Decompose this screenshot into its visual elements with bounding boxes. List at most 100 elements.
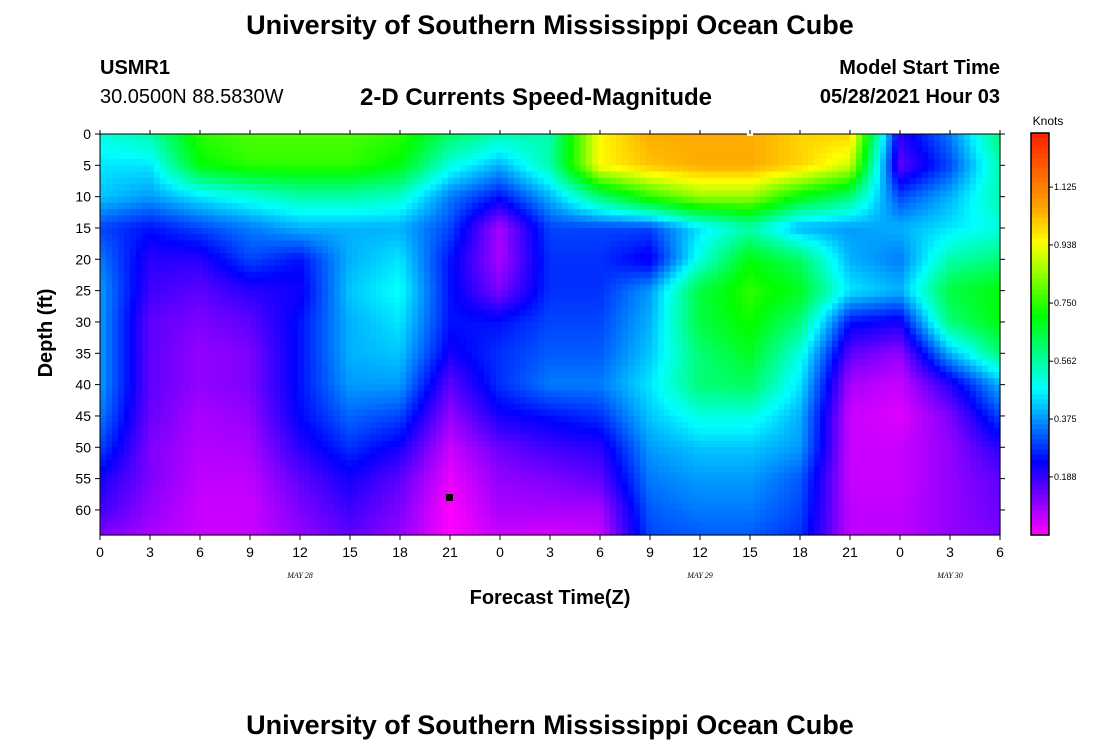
- heat-cell: [502, 165, 509, 173]
- heat-cell: [256, 290, 263, 298]
- heat-cell: [238, 209, 245, 217]
- heat-cell: [982, 278, 989, 285]
- heat-cell: [196, 140, 203, 148]
- heat-cell: [124, 278, 131, 285]
- heat-cell: [238, 303, 245, 311]
- heat-cell: [814, 215, 821, 223]
- heat-cell: [898, 196, 905, 204]
- heat-cell: [502, 278, 509, 285]
- heat-cell: [508, 134, 515, 141]
- heat-cell: [910, 196, 917, 204]
- heat-cell: [154, 152, 161, 160]
- heat-cell: [340, 221, 347, 229]
- heat-cell: [826, 328, 833, 336]
- heat-cell: [256, 165, 263, 173]
- heat-cell: [688, 259, 695, 267]
- heat-cell: [232, 253, 239, 260]
- heat-cell: [166, 321, 173, 329]
- heat-cell: [220, 140, 227, 148]
- heat-cell: [934, 328, 941, 336]
- heat-cell: [988, 234, 995, 242]
- heat-cell: [388, 209, 395, 217]
- heat-cell: [454, 296, 461, 304]
- heat-cell: [382, 196, 389, 204]
- heat-cell: [100, 296, 107, 304]
- heat-cell: [598, 290, 605, 298]
- heat-cell: [298, 334, 305, 342]
- heat-cell: [598, 190, 605, 198]
- heat-cell: [652, 265, 659, 273]
- heat-cell: [136, 196, 143, 204]
- heat-cell: [748, 315, 755, 323]
- heat-cell: [526, 253, 533, 260]
- heat-cell: [676, 290, 683, 298]
- heat-cell: [376, 271, 383, 279]
- heat-cell: [346, 309, 353, 317]
- heat-cell: [928, 240, 935, 248]
- heat-cell: [484, 215, 491, 223]
- heat-cell: [760, 253, 767, 260]
- heat-cell: [754, 234, 761, 242]
- heat-cell: [418, 309, 425, 317]
- heat-cell: [136, 265, 143, 273]
- heat-cell: [598, 253, 605, 260]
- heat-cell: [640, 265, 647, 273]
- heat-cell: [868, 259, 875, 267]
- heat-cell: [634, 315, 641, 323]
- heat-cell: [580, 184, 587, 191]
- heat-cell: [358, 271, 365, 279]
- heat-cell: [820, 284, 827, 292]
- heat-cell: [190, 152, 197, 160]
- heat-cell: [778, 253, 785, 260]
- heat-cell: [814, 177, 821, 185]
- heat-cell: [946, 215, 953, 223]
- heat-cell: [490, 309, 497, 317]
- heat-cell: [784, 227, 791, 235]
- heat-cell: [298, 171, 305, 179]
- heat-cell: [328, 177, 335, 185]
- heat-cell: [664, 146, 671, 154]
- heat-cell: [172, 246, 179, 254]
- heat-cell: [790, 227, 797, 235]
- heat-cell: [676, 321, 683, 329]
- heat-cell: [856, 296, 863, 304]
- heat-cell: [802, 253, 809, 260]
- heat-cell: [712, 165, 719, 173]
- heat-cell: [370, 328, 377, 336]
- heat-cell: [244, 328, 251, 336]
- heat-cell: [412, 296, 419, 304]
- heat-cell: [922, 146, 929, 154]
- heat-cell: [460, 296, 467, 304]
- heat-cell: [652, 303, 659, 311]
- heat-cell: [160, 196, 167, 204]
- heat-cell: [844, 328, 851, 336]
- heat-cell: [814, 165, 821, 173]
- heat-cell: [964, 146, 971, 154]
- heat-cell: [286, 234, 293, 242]
- heat-cell: [910, 140, 917, 148]
- heat-cell: [988, 309, 995, 317]
- heat-cell: [958, 240, 965, 248]
- heat-cell: [424, 309, 431, 317]
- heat-cell: [880, 196, 887, 204]
- heat-cell: [538, 278, 545, 285]
- heat-cell: [334, 221, 341, 229]
- heat-cell: [610, 134, 617, 141]
- heat-cell: [916, 290, 923, 298]
- heat-cell: [328, 190, 335, 198]
- heat-cell: [964, 259, 971, 267]
- heat-cell: [490, 215, 497, 223]
- heat-cell: [778, 134, 785, 141]
- heat-cell: [604, 290, 611, 298]
- heat-cell: [316, 253, 323, 260]
- heat-cell: [934, 134, 941, 141]
- heat-cell: [898, 246, 905, 254]
- heat-cell: [940, 303, 947, 311]
- heat-cell: [322, 328, 329, 336]
- heat-cell: [304, 278, 311, 285]
- heat-cell: [208, 177, 215, 185]
- heat-cell: [766, 159, 773, 166]
- heat-cell: [706, 271, 713, 279]
- heat-cell: [196, 165, 203, 173]
- heat-cell: [988, 303, 995, 311]
